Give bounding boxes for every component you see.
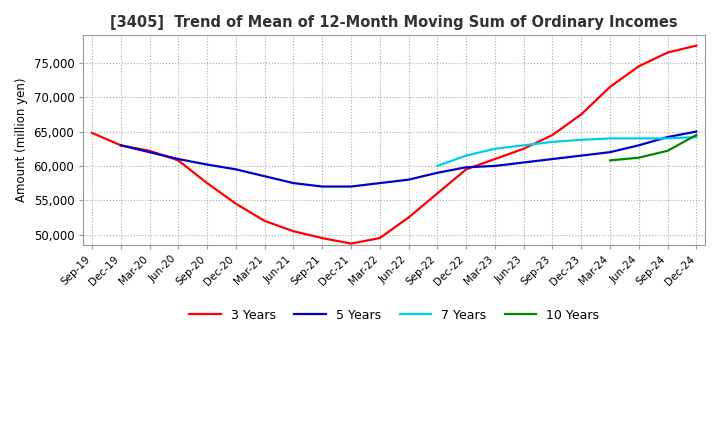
3 Years: [433, 191, 441, 196]
5 Years: [577, 153, 585, 158]
5 Years: [318, 184, 327, 189]
3 Years: [634, 64, 643, 69]
5 Years: [692, 129, 701, 134]
3 Years: [117, 143, 125, 148]
3 Years: [577, 112, 585, 117]
Legend: 3 Years, 5 Years, 7 Years, 10 Years: 3 Years, 5 Years, 7 Years, 10 Years: [184, 304, 604, 327]
7 Years: [519, 143, 528, 148]
7 Years: [663, 136, 672, 141]
5 Years: [203, 162, 212, 167]
3 Years: [88, 130, 96, 136]
Line: 10 Years: 10 Years: [610, 135, 696, 161]
7 Years: [462, 153, 470, 158]
3 Years: [261, 218, 269, 224]
3 Years: [203, 180, 212, 186]
5 Years: [289, 180, 298, 186]
3 Years: [346, 241, 355, 246]
5 Years: [145, 150, 154, 155]
Line: 3 Years: 3 Years: [92, 46, 696, 244]
3 Years: [663, 50, 672, 55]
7 Years: [490, 146, 499, 151]
Line: 7 Years: 7 Years: [437, 137, 696, 166]
3 Years: [318, 235, 327, 241]
3 Years: [232, 201, 240, 206]
5 Years: [404, 177, 413, 182]
Line: 5 Years: 5 Years: [121, 132, 696, 187]
7 Years: [692, 134, 701, 139]
10 Years: [663, 148, 672, 154]
10 Years: [606, 158, 614, 163]
3 Years: [548, 132, 557, 138]
10 Years: [692, 132, 701, 138]
5 Years: [548, 156, 557, 161]
3 Years: [289, 228, 298, 234]
3 Years: [174, 158, 183, 163]
5 Years: [174, 156, 183, 161]
3 Years: [145, 148, 154, 154]
5 Years: [346, 184, 355, 189]
Title: [3405]  Trend of Mean of 12-Month Moving Sum of Ordinary Incomes: [3405] Trend of Mean of 12-Month Moving …: [110, 15, 678, 30]
3 Years: [692, 43, 701, 48]
5 Years: [663, 134, 672, 139]
5 Years: [261, 174, 269, 179]
5 Years: [519, 160, 528, 165]
10 Years: [634, 155, 643, 160]
3 Years: [490, 156, 499, 161]
7 Years: [606, 136, 614, 141]
3 Years: [519, 146, 528, 151]
5 Years: [634, 143, 643, 148]
3 Years: [375, 235, 384, 241]
5 Years: [462, 165, 470, 170]
7 Years: [577, 137, 585, 143]
5 Years: [375, 180, 384, 186]
7 Years: [634, 136, 643, 141]
7 Years: [548, 139, 557, 144]
5 Years: [117, 143, 125, 148]
5 Years: [606, 150, 614, 155]
Y-axis label: Amount (million yen): Amount (million yen): [15, 78, 28, 202]
3 Years: [462, 167, 470, 172]
5 Years: [490, 163, 499, 169]
3 Years: [404, 215, 413, 220]
5 Years: [433, 170, 441, 176]
5 Years: [232, 167, 240, 172]
7 Years: [433, 163, 441, 169]
3 Years: [606, 84, 614, 89]
